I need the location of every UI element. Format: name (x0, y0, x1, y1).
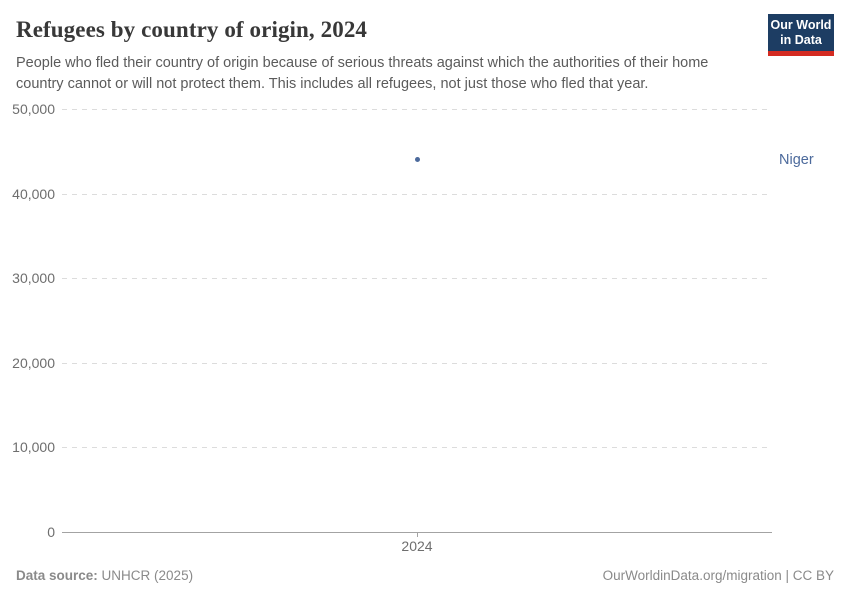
gridline (62, 193, 772, 195)
chart-footer: Data source: UNHCR (2025) OurWorldinData… (16, 568, 834, 583)
gridline (62, 278, 772, 280)
owid-logo-text: Our World in Data (768, 14, 834, 51)
data-source: Data source: UNHCR (2025) (16, 568, 193, 583)
y-axis-tick-label: 20,000 (12, 354, 55, 371)
owid-footer-link[interactable]: OurWorldinData.org/migration | CC BY (602, 568, 834, 583)
gridline (62, 109, 772, 110)
series-label-niger[interactable]: Niger (779, 151, 814, 168)
y-axis-tick-label: 30,000 (12, 270, 55, 287)
chart-title: Refugees by country of origin, 2024 (16, 17, 368, 42)
y-axis-tick-label: 0 (47, 524, 55, 540)
y-axis-tick-label: 10,000 (12, 439, 55, 456)
gridline (62, 362, 772, 364)
gridline (62, 447, 772, 449)
x-axis-tick-label: 2024 (401, 538, 433, 554)
chart-subtitle: People who fled their country of origin … (16, 55, 709, 92)
y-axis-tick-label: 50,000 (12, 101, 55, 117)
owid-logo[interactable]: Our World in Data (768, 14, 834, 56)
x-axis-tick-mark (417, 532, 418, 537)
data-source-label: Data source: (16, 568, 98, 583)
data-point-niger[interactable] (415, 157, 420, 163)
owid-logo-redbar (768, 51, 834, 56)
y-axis-tick-label: 40,000 (12, 185, 55, 202)
data-source-value[interactable]: UNHCR (2025) (101, 568, 194, 583)
